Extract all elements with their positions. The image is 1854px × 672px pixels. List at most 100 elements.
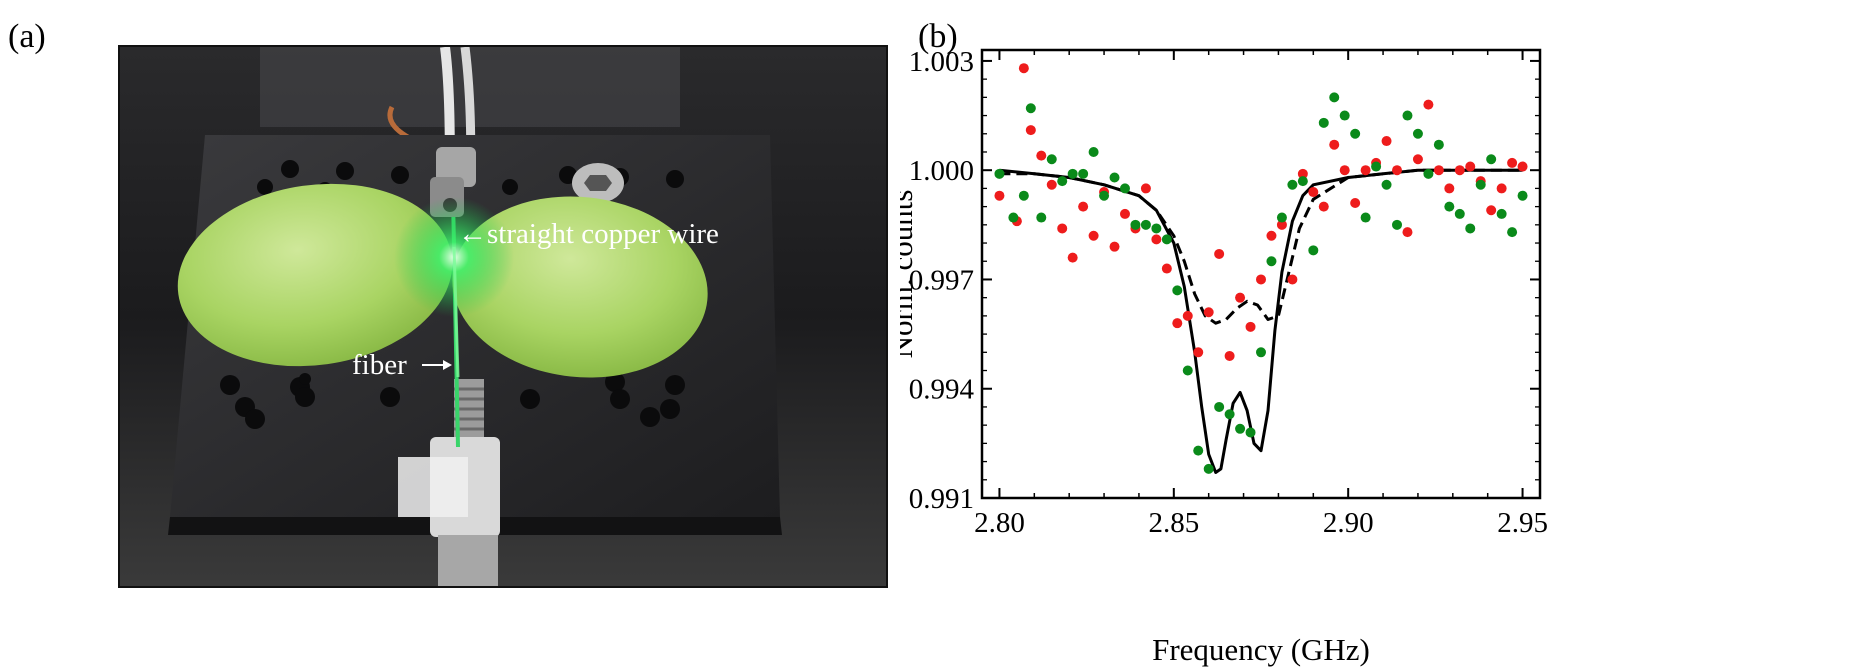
green-data-point	[1329, 92, 1340, 103]
panel-b-label: (b)	[918, 18, 958, 55]
green-data-point	[1182, 365, 1193, 376]
y-tick-label: 0.997	[909, 264, 974, 296]
red-data-point	[1412, 154, 1423, 165]
green-data-point	[1318, 117, 1329, 128]
red-data-point	[1360, 165, 1371, 176]
green-data-point	[1496, 208, 1507, 219]
red-data-point	[1025, 125, 1036, 136]
green-data-point	[1161, 234, 1172, 245]
red-data-point	[1245, 321, 1256, 332]
red-data-point	[1486, 205, 1497, 216]
red-data-point	[1339, 165, 1350, 176]
y-tick-label: 0.991	[909, 483, 974, 515]
green-data-point	[1371, 161, 1382, 172]
dashed-fit-line	[999, 168, 1523, 325]
fiber-annotation: fiber	[352, 349, 452, 381]
x-axis-title: Frequency (GHz)	[1152, 632, 1370, 667]
y-tick-label: 1.003	[909, 46, 974, 78]
green-data-point	[1088, 146, 1099, 157]
panel-a-label: (a)	[8, 18, 46, 55]
data-points	[994, 63, 1528, 474]
red-data-point	[1161, 263, 1172, 274]
hex-screw-icon	[572, 163, 624, 203]
green-data-point	[1046, 154, 1057, 165]
plot-ticks: 2.80 2.85 2.90 2.95 0.991 0.994 0.997 1.000 1.00…	[909, 46, 1548, 539]
red-data-point	[1287, 274, 1298, 285]
fiber-ferrule-icon	[398, 379, 500, 586]
red-data-point	[1078, 201, 1089, 212]
red-data-point	[1276, 219, 1287, 230]
green-data-point	[1256, 347, 1266, 358]
green-data-point	[1036, 212, 1047, 223]
green-data-point	[1423, 168, 1434, 179]
red-data-point	[994, 190, 1005, 201]
green-data-point	[1224, 409, 1235, 420]
red-data-point	[1308, 187, 1319, 198]
green-data-point	[1266, 256, 1277, 267]
x-tick-label: 2.95	[1497, 507, 1548, 539]
red-data-point	[1402, 227, 1413, 238]
red-data-point	[1433, 165, 1444, 176]
fit-lines	[999, 168, 1523, 474]
red-data-point	[1517, 161, 1528, 172]
red-data-point	[1423, 99, 1434, 110]
green-data-point	[1099, 190, 1110, 201]
green-data-point	[1392, 219, 1403, 230]
red-data-point	[1297, 168, 1308, 179]
green-data-point	[1308, 245, 1319, 256]
red-data-point	[1036, 150, 1047, 161]
red-data-point	[1465, 161, 1476, 172]
green-data-point	[1235, 423, 1246, 434]
right-crystal-icon	[452, 196, 708, 378]
green-data-point	[1276, 212, 1287, 223]
red-data-point	[1496, 183, 1507, 194]
red-data-point	[1151, 234, 1162, 245]
red-data-point	[1088, 230, 1099, 241]
green-data-point	[1486, 154, 1497, 165]
green-data-point	[1454, 208, 1465, 219]
green-data-point	[1339, 110, 1350, 121]
red-data-point	[1444, 183, 1455, 194]
red-data-point	[1140, 183, 1151, 194]
x-tick-label: 2.80	[974, 507, 1025, 539]
green-data-point	[1203, 463, 1214, 474]
green-data-point	[1193, 445, 1204, 456]
red-data-point	[1172, 318, 1183, 329]
wire-annotation: ←straight copper wire	[458, 218, 719, 250]
green-data-point	[1078, 168, 1089, 179]
red-data-point	[1067, 252, 1078, 263]
red-data-point	[1018, 63, 1029, 74]
red-data-point	[1203, 307, 1214, 318]
green-data-point	[1109, 172, 1120, 183]
y-tick-label: 0.994	[909, 374, 975, 406]
green-data-point	[1119, 183, 1130, 194]
red-data-point	[1224, 350, 1235, 361]
spectrum-plot: 2.80 2.85 2.90 2.95 0.991 0.994 0.997 1.000 1.00…	[884, 0, 1854, 667]
green-data-point	[1402, 110, 1413, 121]
red-data-point	[1182, 310, 1193, 321]
red-data-point	[1214, 248, 1225, 259]
experiment-photo: ←straight copper wire fiber	[118, 45, 888, 588]
green-data-point	[1465, 223, 1476, 234]
red-data-point	[1266, 230, 1277, 241]
red-data-point	[1057, 223, 1068, 234]
green-data-point	[1008, 212, 1019, 223]
green-data-point	[1433, 139, 1444, 150]
green-data-point	[1025, 103, 1036, 114]
green-data-point	[1245, 427, 1256, 438]
green-data-point	[1350, 128, 1361, 139]
red-data-point	[1350, 197, 1361, 208]
solid-fit-line	[999, 168, 1523, 474]
green-data-point	[1130, 219, 1141, 230]
red-data-point	[1119, 208, 1130, 219]
red-data-point	[1235, 292, 1246, 303]
green-data-point	[1287, 179, 1298, 190]
green-data-point	[1507, 227, 1518, 238]
plot-frame	[980, 48, 1542, 500]
green-data-point	[1475, 179, 1486, 190]
red-data-point	[1392, 165, 1403, 176]
green-data-point	[1381, 179, 1392, 190]
red-data-point	[1507, 157, 1518, 168]
red-data-point	[1318, 201, 1329, 212]
red-data-point	[1381, 136, 1392, 147]
